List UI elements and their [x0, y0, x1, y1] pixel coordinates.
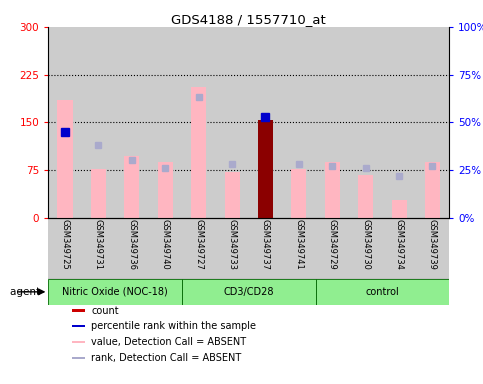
Bar [115, 27, 149, 218]
Bar [249, 27, 282, 218]
Bar [315, 279, 449, 305]
Bar [315, 27, 349, 218]
Text: GSM349740: GSM349740 [161, 219, 170, 270]
Title: GDS4188 / 1557710_at: GDS4188 / 1557710_at [171, 13, 326, 26]
Bar [57, 100, 72, 218]
Text: control: control [366, 287, 399, 297]
Bar [48, 27, 82, 218]
Bar [72, 310, 85, 312]
Text: Nitric Oxide (NOC-18): Nitric Oxide (NOC-18) [62, 287, 168, 297]
Bar [215, 218, 249, 279]
Text: GSM349733: GSM349733 [227, 219, 237, 270]
Text: GSM349727: GSM349727 [194, 219, 203, 270]
Bar [392, 200, 407, 218]
Bar [349, 218, 383, 279]
Bar [358, 175, 373, 218]
Bar [115, 218, 149, 279]
Text: percentile rank within the sample: percentile rank within the sample [91, 321, 256, 331]
Bar [425, 162, 440, 218]
Text: GSM349729: GSM349729 [328, 219, 337, 270]
Bar [383, 27, 416, 218]
Bar [149, 27, 182, 218]
Bar [225, 172, 240, 218]
Bar [48, 279, 182, 305]
Bar [416, 218, 449, 279]
Bar [72, 325, 85, 328]
Text: GSM349731: GSM349731 [94, 219, 103, 270]
Text: CD3/CD28: CD3/CD28 [224, 287, 274, 297]
Bar [249, 218, 282, 279]
Text: agent: agent [10, 287, 43, 297]
Bar [182, 218, 215, 279]
Text: count: count [91, 306, 119, 316]
Bar [349, 27, 383, 218]
Bar [315, 218, 349, 279]
Text: GSM349730: GSM349730 [361, 219, 370, 270]
Bar [383, 218, 416, 279]
Bar [291, 169, 306, 218]
Text: GSM349725: GSM349725 [60, 219, 70, 270]
Bar [282, 27, 315, 218]
Bar [72, 341, 85, 343]
Text: GSM349734: GSM349734 [395, 219, 404, 270]
Bar [82, 27, 115, 218]
Text: value, Detection Call = ABSENT: value, Detection Call = ABSENT [91, 337, 246, 347]
Text: GSM349737: GSM349737 [261, 219, 270, 270]
Bar [325, 162, 340, 218]
Bar [48, 218, 82, 279]
Bar [158, 162, 173, 218]
Bar [258, 120, 273, 218]
Text: GSM349739: GSM349739 [428, 219, 437, 270]
Bar [72, 357, 85, 359]
Text: GSM349736: GSM349736 [128, 219, 136, 270]
Bar [191, 87, 206, 218]
Text: GSM349741: GSM349741 [294, 219, 303, 270]
Bar [215, 27, 249, 218]
Bar [416, 27, 449, 218]
Text: rank, Detection Call = ABSENT: rank, Detection Call = ABSENT [91, 353, 242, 363]
Bar [182, 27, 215, 218]
Bar [124, 156, 139, 218]
Bar [182, 279, 315, 305]
Bar [149, 218, 182, 279]
Bar [282, 218, 315, 279]
Bar [91, 169, 106, 218]
Bar [82, 218, 115, 279]
